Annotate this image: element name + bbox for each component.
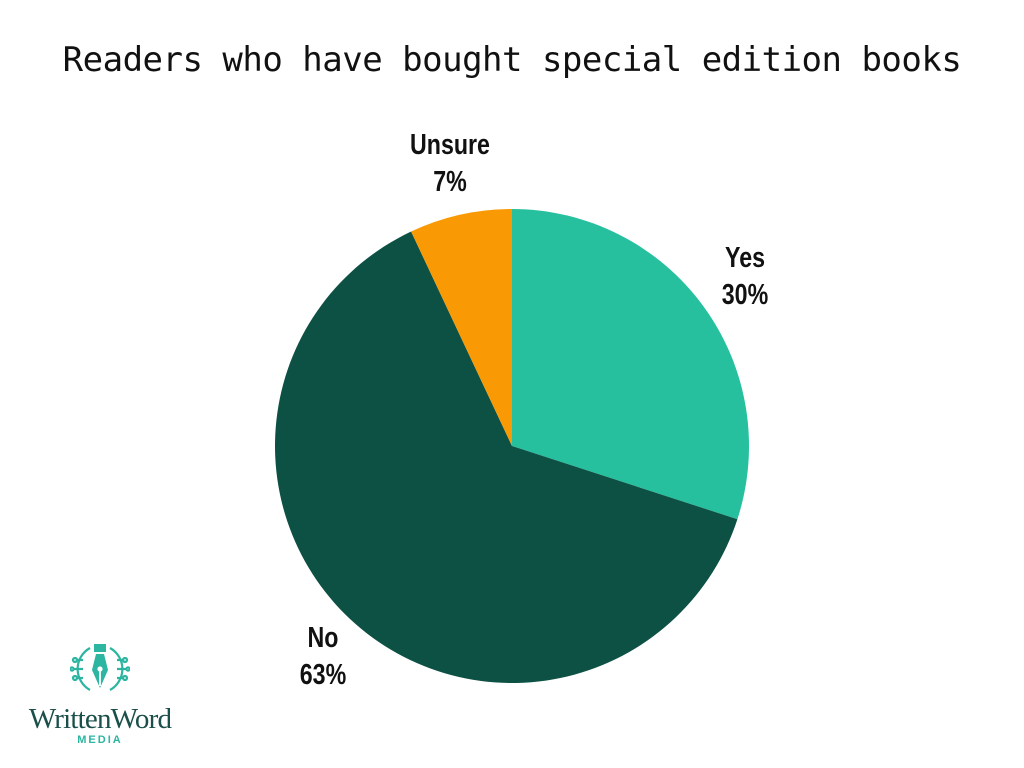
pie-slice-no (274, 231, 738, 684)
pie-slice-unsure (411, 209, 512, 446)
label-yes-name: Yes (725, 242, 765, 274)
label-yes: Yes 30% (709, 240, 781, 314)
label-no-value: 63% (299, 659, 347, 691)
label-no: No 63% (287, 620, 359, 694)
logo-wordmark: WrittenWord (28, 703, 172, 735)
logo-subtitle: MEDIA (77, 734, 123, 746)
chart-title: Readers who have bought special edition … (62, 40, 962, 80)
label-unsure: Unsure 7% (404, 127, 497, 201)
label-unsure-value: 7% (433, 166, 467, 198)
label-no-name: No (307, 622, 339, 654)
label-unsure-name: Unsure (410, 129, 490, 161)
pie-slice-yes (512, 209, 749, 520)
brand-logo: WrittenWord MEDIA (18, 640, 182, 750)
label-yes-value: 30% (721, 279, 769, 311)
pen-nib-circuit-icon (70, 644, 130, 691)
